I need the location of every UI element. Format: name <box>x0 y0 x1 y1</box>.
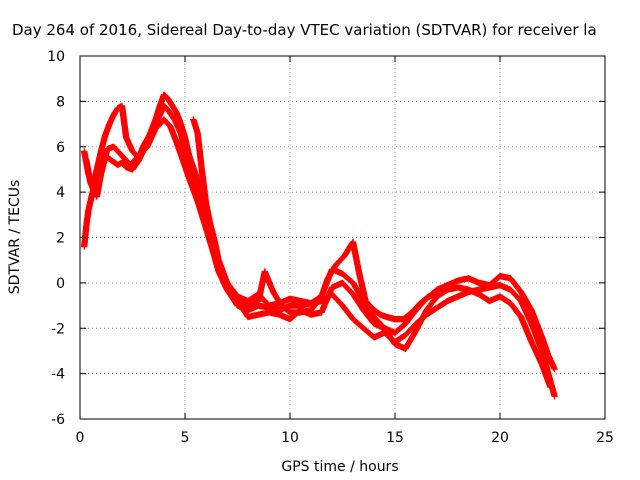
x-axis-label: GPS time / hours <box>281 459 398 475</box>
x-tick-label: 0 <box>76 430 85 446</box>
gridlines <box>80 56 605 419</box>
y-tick-label: 2 <box>56 231 65 247</box>
y-tick-label: -4 <box>51 367 65 383</box>
axis-ticks <box>79 55 606 420</box>
y-tick-label: 6 <box>56 140 65 156</box>
x-tick-label: 10 <box>281 430 299 446</box>
y-tick-label: 0 <box>56 276 65 292</box>
series-markers <box>190 116 441 323</box>
x-tick-label: 15 <box>386 430 404 446</box>
series-track-c <box>83 116 554 391</box>
x-tick-label: 25 <box>596 430 614 446</box>
chart-title: Day 264 of 2016, Sidereal Day-to-day VTE… <box>12 21 597 39</box>
y-axis-label: SDTVAR / TECUs <box>7 180 23 295</box>
series-markers <box>83 116 554 391</box>
y-tick-label: 8 <box>56 94 65 110</box>
series-track-d <box>190 116 441 323</box>
x-tick-labels: 0 5 10 15 20 25 <box>76 430 614 446</box>
x-tick-label: 5 <box>181 430 190 446</box>
y-tick-label: -6 <box>51 412 65 428</box>
x-tick-label: 20 <box>491 430 509 446</box>
y-tick-label: 10 <box>47 49 65 65</box>
y-tick-label: 4 <box>56 185 65 201</box>
y-tick-label: -2 <box>51 321 65 337</box>
data-series <box>81 91 558 400</box>
y-tick-labels: 10 8 6 4 2 0 -2 -4 -6 <box>47 49 65 428</box>
